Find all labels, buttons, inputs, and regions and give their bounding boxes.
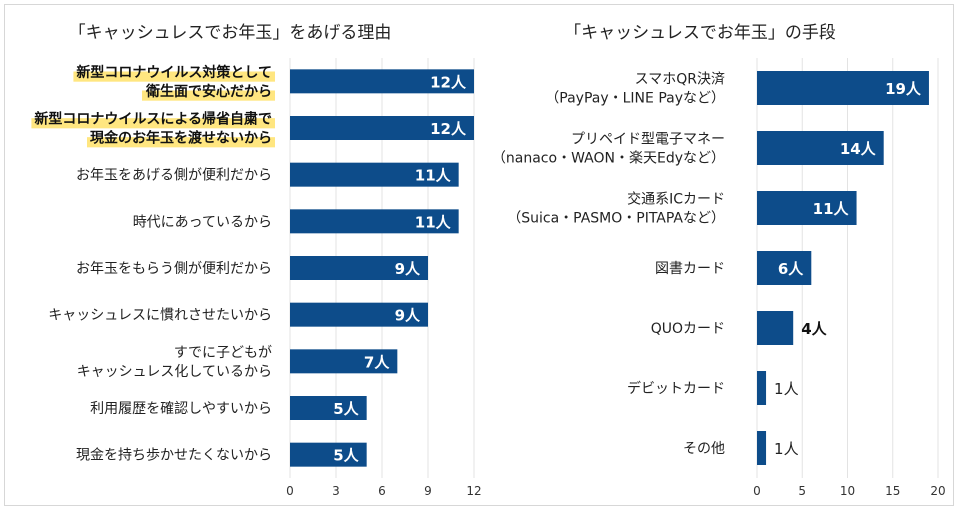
left-data-label-6: 7人 (364, 353, 390, 371)
right-data-label-4: 4人 (801, 320, 827, 338)
left-category-label-1: 現金のお年玉を渡せないから (90, 130, 272, 147)
right-data-label-2: 11人 (813, 200, 850, 218)
right-category-label-0: スマホQR決済 (635, 72, 725, 88)
left-bar-1 (290, 116, 474, 140)
left-x-tick-label: 6 (378, 484, 386, 498)
right-chart-title: 「キャッシュレスでお年玉」の手段 (564, 23, 836, 43)
right-category-label-2: （Suica・PASMO・PITAPAなど） (507, 211, 725, 227)
right-bar-1 (757, 131, 884, 165)
right-data-label-5: 1人 (774, 380, 799, 398)
right-bar-3 (757, 251, 812, 285)
left-category-highlight-1 (87, 137, 275, 148)
left-data-label-0: 12人 (430, 73, 467, 91)
left-data-label-3: 11人 (415, 213, 452, 231)
right-category-label-2: 交通系ICカード (627, 191, 725, 208)
left-data-label-2: 11人 (415, 167, 452, 185)
left-bar-7 (290, 396, 367, 420)
left-category-label-8: 現金を持ち歩かせたくないから (76, 448, 272, 464)
left-bar-0 (290, 69, 474, 94)
left-category-label-2: お年玉をあげる側が便利だから (76, 168, 272, 184)
left-data-label-1: 12人 (430, 120, 467, 138)
left-category-label-3: 時代にあっているから (133, 214, 272, 230)
right-data-label-6: 1人 (774, 440, 799, 458)
right-category-label-1: （nanaco・WAON・楽天Edyなど） (492, 151, 725, 167)
right-category-label-4: QUOカード (651, 321, 725, 337)
right-bar-6 (757, 431, 767, 465)
right-data-label-0: 19人 (885, 80, 922, 98)
left-category-label-0: 新型コロナウイルス対策として (76, 64, 272, 81)
left-data-label-5: 9人 (395, 307, 421, 325)
right-x-tick-label: 10 (840, 484, 855, 498)
left-category-highlight-0 (142, 90, 275, 101)
left-data-label-8: 5人 (333, 447, 359, 465)
chart-frame (4, 4, 954, 506)
right-x-tick-label: 0 (753, 484, 761, 498)
left-category-highlight-1 (31, 118, 275, 129)
right-data-label-1: 14人 (840, 140, 877, 158)
left-category-label-1: 新型コロナウイルスによる帰省自粛で (34, 111, 272, 128)
right-bar-5 (757, 371, 767, 405)
right-bar-2 (757, 191, 857, 225)
left-data-label-4: 9人 (395, 260, 421, 278)
left-bar-8 (290, 442, 367, 467)
left-bar-2 (290, 162, 459, 187)
right-category-label-1: プリペイド型電子マネー (571, 132, 725, 148)
left-chart-title: 「キャッシュレスでお年玉」をあげる理由 (69, 23, 392, 43)
left-category-label-6: すでに子どもが (174, 345, 272, 361)
right-category-label-0: （PayPay・LINE Payなど） (545, 91, 725, 107)
right-category-label-5: デビットカード (627, 380, 725, 397)
left-category-label-7: 利用履歴を確認しやすいから (90, 401, 272, 417)
left-category-label-6: キャッシュレス化しているから (77, 364, 272, 380)
left-bar-4 (290, 256, 428, 280)
right-data-label-3: 6人 (778, 260, 804, 278)
left-category-label-0: 衛生面で安心だから (145, 83, 272, 100)
right-x-tick-label: 5 (798, 484, 806, 498)
left-data-label-7: 5人 (333, 400, 359, 418)
left-x-tick-label: 12 (466, 484, 481, 498)
right-x-tick-label: 15 (885, 484, 900, 498)
right-bar-4 (757, 311, 794, 345)
left-category-label-4: お年玉をもらう側が便利だから (76, 261, 272, 277)
right-category-label-6: その他 (683, 441, 725, 457)
left-x-tick-label: 0 (286, 484, 294, 498)
left-x-tick-label: 3 (332, 484, 340, 498)
right-x-tick-label: 20 (930, 484, 945, 498)
left-bar-3 (290, 209, 459, 234)
left-category-highlight-0 (73, 71, 275, 82)
left-x-tick-label: 9 (424, 484, 432, 498)
left-bar-5 (290, 302, 428, 327)
left-bar-6 (290, 349, 398, 374)
right-category-label-3: 図書カード (655, 261, 725, 277)
right-bar-0 (757, 71, 929, 105)
left-category-label-5: キャッシュレスに慣れさせたいから (48, 307, 272, 324)
